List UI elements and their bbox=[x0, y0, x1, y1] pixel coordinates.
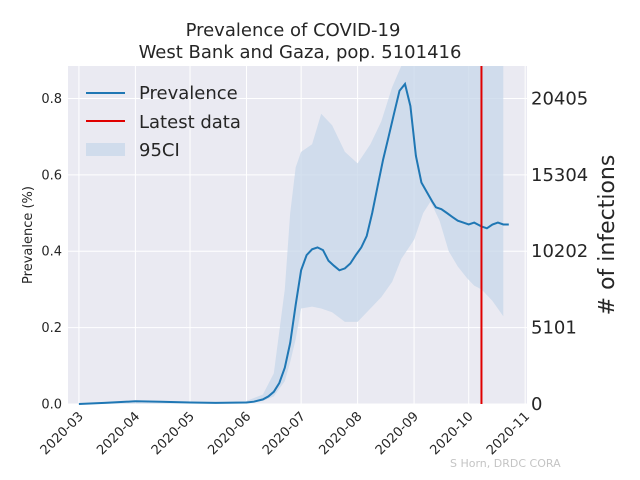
prevalence-line bbox=[78, 81, 509, 405]
y-tick-label-0: 0.0 bbox=[41, 398, 62, 413]
right-tick-label-1: 5101 bbox=[531, 318, 577, 339]
x-tick-label-0: 2020-03 bbox=[38, 409, 87, 458]
right-tick-label-3: 15304 bbox=[531, 165, 588, 186]
y-axis-left: 0.0 0.2 0.4 0.6 0.8 bbox=[41, 92, 62, 413]
y-tick-label-1: 0.2 bbox=[41, 321, 62, 336]
legend-latest-label: Latest data bbox=[139, 112, 241, 133]
chart-title-line2: West Bank and Gaza, pop. 5101416 bbox=[139, 42, 462, 63]
y-tick-label-3: 0.6 bbox=[41, 168, 62, 183]
x-tick-label-8: 2020-11 bbox=[484, 409, 533, 458]
y-axis-label: Prevalence (%) bbox=[21, 186, 36, 284]
y-tick-label-2: 0.4 bbox=[41, 245, 62, 260]
y-axis-right: 0 5101 10202 15304 20405 bbox=[531, 88, 588, 415]
legend: Prevalence Latest data 95CI bbox=[86, 83, 241, 161]
x-tick-label-4: 2020-07 bbox=[260, 409, 309, 458]
right-tick-label-4: 20405 bbox=[531, 88, 588, 109]
x-tick-label-7: 2020-10 bbox=[428, 409, 477, 458]
x-axis: 2020-03 2020-04 2020-05 2020-06 2020-07 2020-… bbox=[38, 409, 533, 458]
x-tick-label-2: 2020-05 bbox=[149, 409, 198, 458]
right-tick-label-2: 10202 bbox=[531, 241, 588, 262]
x-tick-label-6: 2020-09 bbox=[373, 409, 422, 458]
right-tick-label-0: 0 bbox=[531, 394, 542, 415]
x-tick-label-1: 2020-04 bbox=[94, 409, 143, 458]
x-tick-label-3: 2020-06 bbox=[205, 409, 254, 458]
legend-ci-label: 95CI bbox=[139, 140, 180, 161]
credit-text: S Horn, DRDC CORA bbox=[450, 457, 561, 470]
chart-title-line1: Prevalence of COVID-19 bbox=[186, 20, 401, 41]
y-axis-right-label: # of infections bbox=[595, 155, 620, 316]
x-tick-label-5: 2020-08 bbox=[316, 409, 365, 458]
y-tick-label-4: 0.8 bbox=[41, 92, 62, 107]
ci-band bbox=[78, 66, 504, 404]
legend-ci-swatch bbox=[86, 143, 125, 156]
legend-prevalence-label: Prevalence bbox=[139, 83, 238, 104]
